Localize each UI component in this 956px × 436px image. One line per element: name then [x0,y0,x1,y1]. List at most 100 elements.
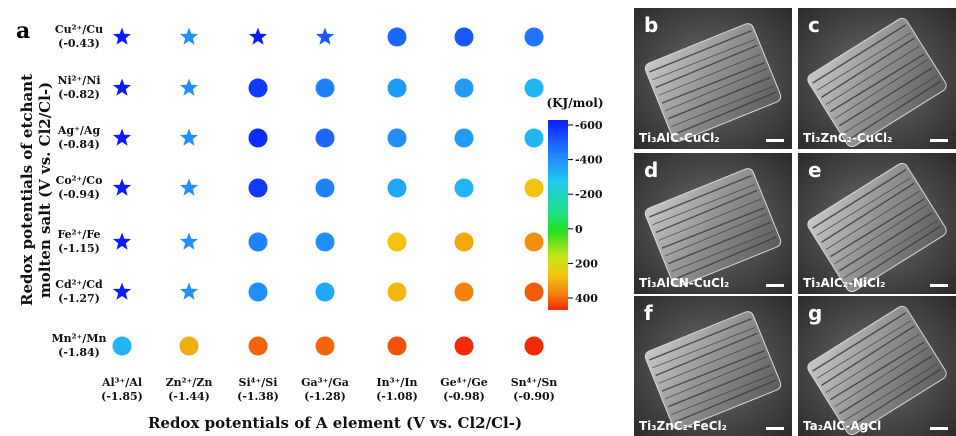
crystal-shape [807,17,947,148]
y-tick-label: Co²⁺/Co [56,174,103,187]
crystal-shape [644,311,782,430]
data-point-circle [524,178,544,198]
colorbar-tick-label: -200 [575,188,603,201]
data-point-circle [454,336,474,356]
sem-panel-letter: d [644,158,658,182]
x-tick-value: (-1.85) [101,390,143,403]
x-tick-value: (-1.08) [376,390,418,403]
scale-bar [766,284,784,287]
sem-panel-label: Ti₃AlC-CuCl₂ [639,131,720,145]
data-point-star [179,27,199,45]
x-tick-labels: Al³⁺/Al(-1.85) Zn²⁺/Zn(-1.44) Si⁴⁺/Si(-1.3… [101,376,557,403]
data-point-circle [315,78,335,98]
data-point-circle [387,232,407,252]
y-tick-label: Ag⁺/Ag [57,124,101,137]
sem-panels: b Ti₃AlC-CuCl₂ c Ti₃ZnC₂-CuCl₂ d Ti₃AlCN-CuCl… [634,8,956,436]
x-tick-value: (-1.44) [168,390,210,403]
sem-panel-f: f Ti₃ZnC₂-FeCl₂ [634,296,792,436]
data-point-star [179,282,199,300]
y-tick-value: (-0.82) [58,88,100,101]
x-tick-label: Si⁴⁺/Si [239,376,278,389]
sem-panel-letter: f [644,301,653,325]
y-tick-labels: Cu²⁺/Cu(-0.43) Ni²⁺/Ni(-0.82) Ag⁺/Ag(-0.84… [52,23,107,359]
y-tick-value: (-1.84) [58,346,100,359]
x-axis-title: Redox potentials of A element (V vs. Cl2… [148,414,522,432]
sem-panel-label: Ta₂AlC-AgCl [803,419,881,433]
data-point-star [179,128,199,146]
sem-panel-label: Ti₃ZnC₂-FeCl₂ [639,419,727,433]
data-point-circle [179,336,199,356]
colorbar-tick-label: -600 [575,119,603,132]
data-point-circle [387,128,407,148]
x-tick-value: (-0.98) [443,390,485,403]
colorbar-ticks: -600 -400 -200 0 200 400 [568,119,603,305]
data-markers [112,27,544,356]
sem-panel-label: Ti₃AlC₂-NiCl₂ [803,276,885,290]
y-tick-label: Cu²⁺/Cu [55,23,103,36]
data-point-star [315,27,335,45]
data-point-star [179,178,199,196]
data-point-circle [387,336,407,356]
x-tick-value: (-0.90) [513,390,555,403]
data-point-star [112,282,132,300]
y-axis-title-line2: molten salt (V vs. Cl2/Cl-) [36,82,54,298]
x-tick-value: (-1.28) [304,390,346,403]
data-point-circle [248,78,268,98]
y-tick-value: (-0.84) [58,138,100,151]
y-tick-value: (-1.27) [58,292,100,305]
data-point-circle [454,282,474,302]
sem-panel-e: e Ti₃AlC₂-NiCl₂ [798,153,956,294]
data-point-circle [454,27,474,47]
sem-panel-c: c Ti₃ZnC₂-CuCl₂ [798,8,956,149]
y-tick-value: (-0.43) [58,37,100,50]
y-tick-label: Ni²⁺/Ni [57,74,100,87]
data-point-circle [387,27,407,47]
data-point-circle [524,27,544,47]
sem-panel-letter: c [808,13,820,37]
y-axis-title: Redox potentials of etchant molten salt … [18,74,54,306]
data-point-circle [315,282,335,302]
data-point-circle [524,78,544,98]
data-point-star [112,27,132,45]
sem-panel-letter: g [808,301,822,325]
panel-letter-a: a [16,18,30,44]
data-point-circle [387,178,407,198]
data-point-circle [454,128,474,148]
colorbar [548,120,568,310]
data-point-circle [112,336,132,356]
crystal-shape [807,162,947,293]
y-tick-label: Cd²⁺/Cd [55,278,103,291]
scale-bar [766,427,784,430]
data-point-circle [454,78,474,98]
data-point-star [112,232,132,250]
y-tick-value: (-0.94) [58,188,100,201]
sem-panel-label: Ti₃ZnC₂-CuCl₂ [803,131,892,145]
data-point-circle [248,128,268,148]
colorbar-tick-label: 0 [575,223,583,236]
crystal-shape [807,305,947,436]
data-point-circle [248,282,268,302]
data-point-star [112,78,132,96]
sem-panel-letter: b [644,13,658,37]
y-axis-title-line1: Redox potentials of etchant [18,74,36,306]
crystal-shape [644,168,782,287]
data-point-star [248,27,268,45]
sem-panel-g: g Ta₂AlC-AgCl [798,296,956,436]
x-tick-label: Sn⁴⁺/Sn [511,376,558,389]
crystal-shape [644,23,782,142]
sem-panel-label: Ti₃AlCN-CuCl₂ [639,276,729,290]
data-point-circle [387,78,407,98]
x-tick-label: Ge⁴⁺/Ge [440,376,487,389]
data-point-circle [524,128,544,148]
scale-bar [766,139,784,142]
data-point-circle [524,282,544,302]
colorbar-tick-label: 200 [575,257,598,270]
data-point-star [179,232,199,250]
scale-bar [930,284,948,287]
y-tick-value: (-1.15) [58,242,100,255]
data-point-star [179,78,199,96]
x-tick-label: Zn²⁺/Zn [166,376,213,389]
data-point-circle [248,178,268,198]
data-point-circle [248,232,268,252]
